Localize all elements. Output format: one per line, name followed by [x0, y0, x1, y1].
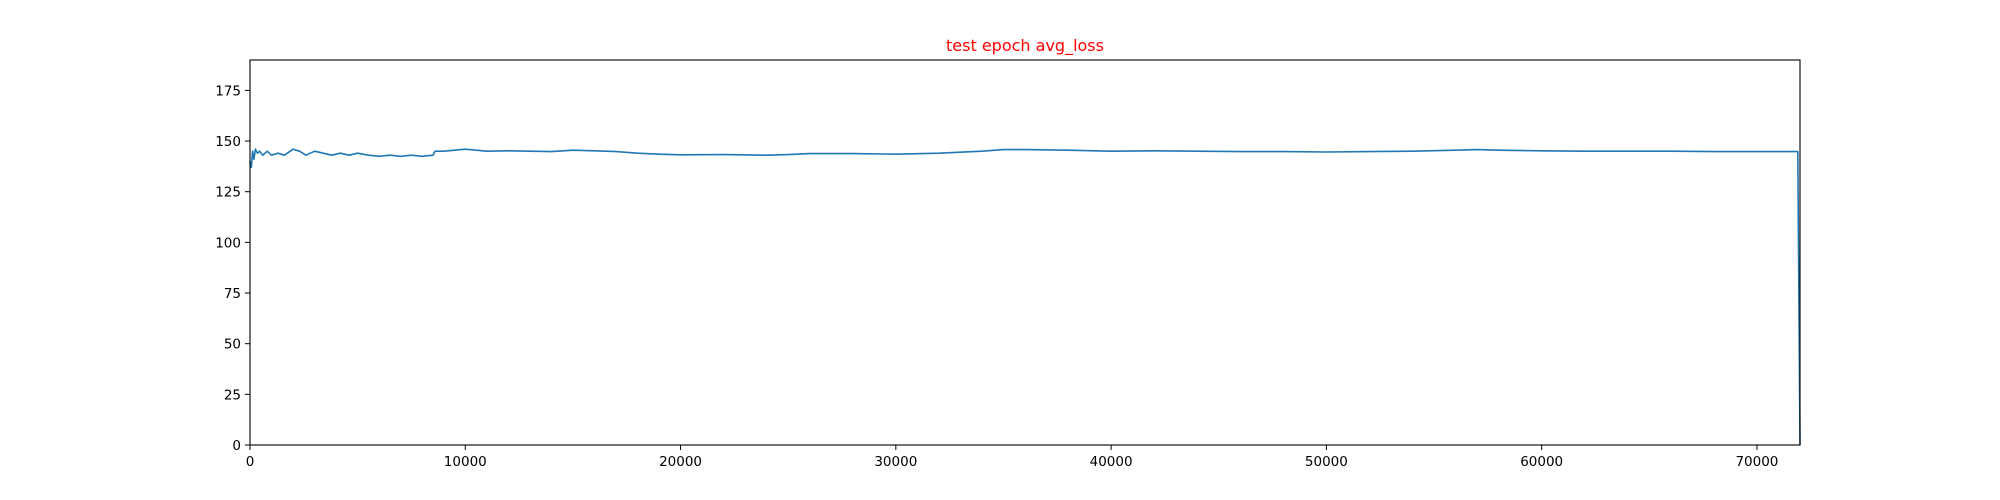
x-tick-label: 60000	[1520, 454, 1563, 470]
x-tick-label: 30000	[874, 454, 917, 470]
series-line-0	[249, 148, 1801, 446]
x-tick-label: 0	[246, 454, 255, 470]
y-tick-label: 150	[215, 134, 241, 150]
x-tick-label: 20000	[659, 454, 702, 470]
y-tick-label: 50	[224, 337, 241, 353]
x-tick-label: 50000	[1305, 454, 1348, 470]
y-tick-label: 75	[224, 286, 241, 302]
x-tick-label: 70000	[1735, 454, 1778, 470]
y-tick-label: 25	[224, 387, 241, 403]
axes-layer: 0 10000 20000 30000 40000 50000 60000 70000 0 25 5…	[215, 59, 1801, 470]
y-tick-label: 0	[232, 438, 241, 454]
y-tick-label: 125	[215, 185, 241, 201]
y-tick-label: 100	[215, 235, 241, 251]
x-tick-label: 10000	[444, 454, 487, 470]
y-tick-label: 175	[215, 83, 241, 99]
x-tick-label: 40000	[1090, 454, 1133, 470]
chart-title: test epoch avg_loss	[946, 36, 1104, 56]
plot-frame	[249, 59, 1801, 446]
series-layer	[249, 148, 1801, 446]
